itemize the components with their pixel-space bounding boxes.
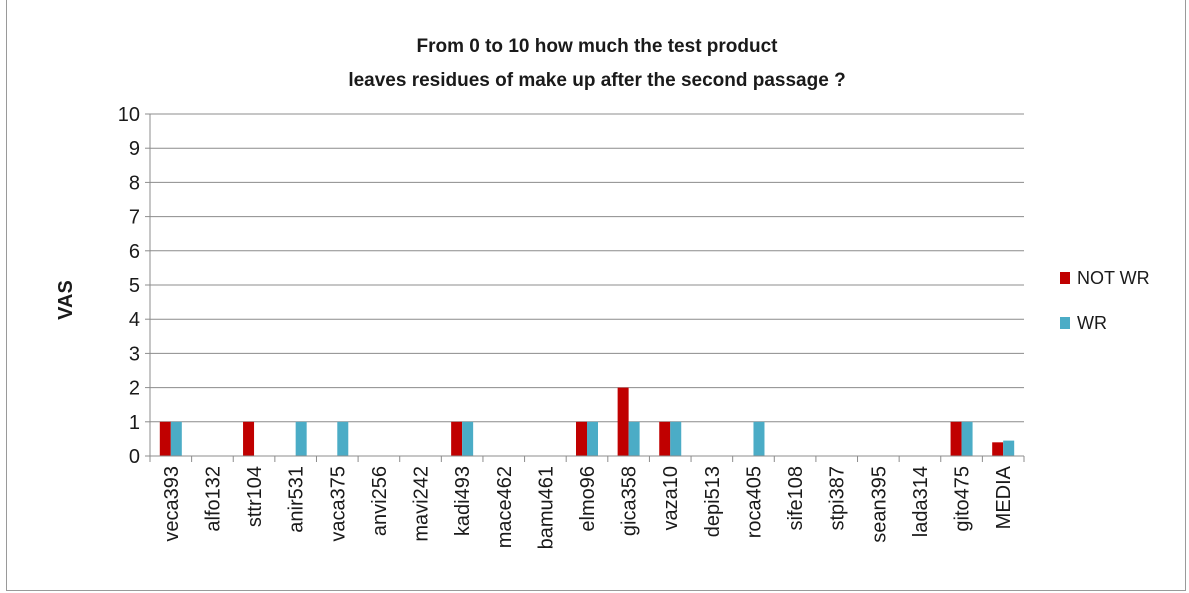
gridlines [150, 113, 1024, 423]
y-tick-label: 2 [129, 378, 140, 400]
bar-wr [587, 421, 598, 456]
x-tick-label: depi513 [702, 466, 724, 537]
x-tick-label: stpi387 [827, 466, 849, 531]
bar-wr [1003, 440, 1015, 456]
axes: 0 1 2 3 4 5 6 7 8 9 10 veca393 alfo132 sttr104 anir531… [118, 104, 1025, 549]
y-tick-label: 4 [129, 309, 140, 331]
x-tick-label: gica358 [619, 466, 641, 536]
bar-not-wr [992, 442, 1004, 456]
bar-not-wr [950, 421, 962, 456]
y-tick-label: 6 [129, 241, 140, 263]
bar-not-wr [451, 421, 463, 456]
x-tick-label: gito475 [952, 466, 974, 532]
y-tick-label: 9 [129, 138, 140, 160]
y-tick-label: 3 [129, 343, 140, 365]
bar-not-wr [159, 421, 171, 456]
bar-not-wr [659, 421, 671, 456]
x-tick-label: MEDIA [993, 465, 1015, 529]
legend-label: WR [1077, 313, 1107, 333]
bar-not-wr [243, 421, 255, 456]
x-tick-label: vaca375 [327, 466, 349, 542]
y-tick-label: 0 [129, 446, 140, 468]
y-tick-label: 10 [118, 104, 140, 126]
x-tick-label: lada314 [910, 466, 932, 537]
y-tick-label: 7 [129, 207, 140, 229]
x-tick-label: roca405 [743, 466, 765, 538]
x-tick-label: sife108 [785, 466, 807, 531]
x-tick-label: vaza10 [660, 466, 682, 531]
chart-title-line-1: From 0 to 10 how much the test product [416, 36, 778, 57]
x-tick-label: bamu461 [535, 466, 557, 549]
x-tick-label: alfo132 [202, 466, 224, 532]
x-tick-label: anir531 [286, 466, 308, 533]
x-tick-label: elmo96 [577, 466, 599, 532]
bar-wr [628, 421, 640, 456]
y-tick-label: 8 [129, 172, 140, 194]
y-tick-label: 5 [129, 275, 140, 297]
x-tick-label: veca393 [161, 466, 183, 542]
x-tick-label: kadi493 [452, 466, 474, 536]
legend-label: NOT WR [1077, 268, 1150, 288]
x-tick-label: mace462 [494, 466, 516, 548]
bar-wr [337, 421, 349, 456]
legend-swatch [1060, 317, 1070, 329]
x-tick-label: sean395 [868, 466, 890, 543]
chart-title-line-2: leaves residues of make up after the sec… [348, 70, 845, 91]
chart-frame [6, 0, 1186, 591]
bar-wr [295, 421, 307, 456]
bar-wr [670, 421, 682, 456]
bar-wr [753, 421, 765, 456]
y-tick-label: 1 [129, 412, 140, 434]
bar-not-wr [617, 387, 629, 456]
y-axis-label: VAS [55, 280, 77, 320]
bar-wr [961, 421, 973, 456]
legend-swatch [1060, 272, 1070, 284]
x-tick-label: anvi256 [369, 466, 391, 536]
bar-wr [170, 421, 182, 456]
legend: NOT WR WR [1060, 268, 1150, 333]
bar-wr [462, 421, 474, 456]
bars [159, 387, 1015, 456]
x-tick-label: mavi242 [411, 466, 433, 542]
x-tick-label: sttr104 [244, 466, 266, 527]
bar-not-wr [576, 421, 587, 456]
